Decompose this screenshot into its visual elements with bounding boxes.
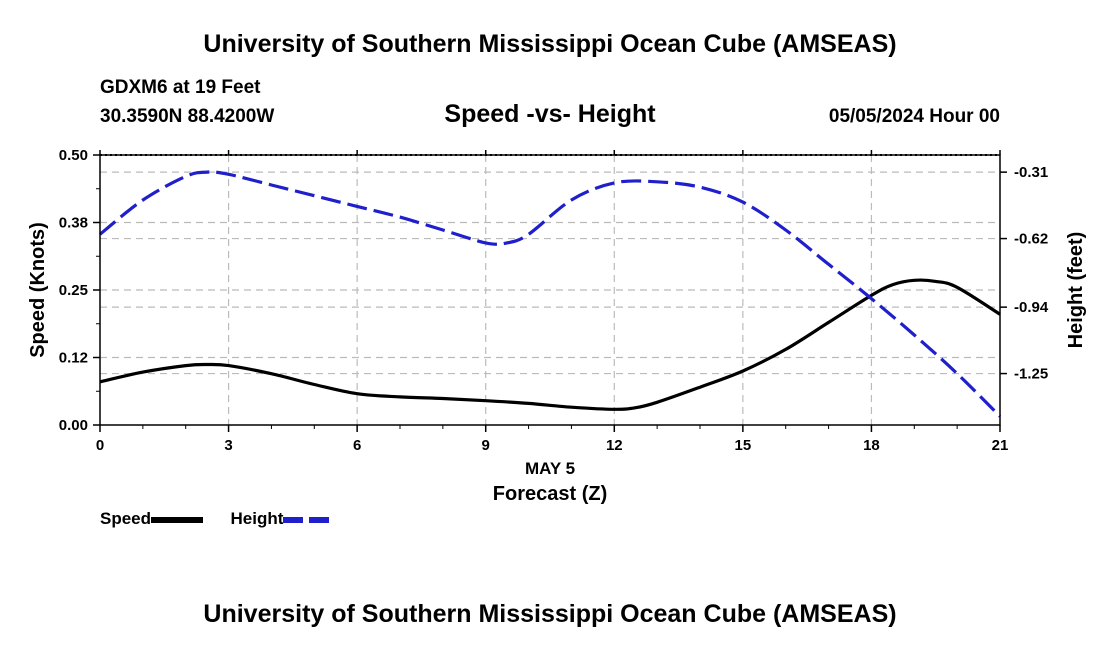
plot-title: Speed -vs- Height	[444, 100, 656, 128]
legend-speed-label: Speed	[100, 509, 152, 528]
chart-main-title: University of Southern Mississippi Ocean…	[203, 30, 897, 58]
x-tick-label: 0	[96, 437, 104, 454]
forecast-datetime: 05/05/2024 Hour 00	[828, 106, 1000, 127]
x-tick-label: 12	[606, 437, 623, 454]
footer-title: University of Southern Mississippi Ocean…	[203, 600, 897, 628]
x-axis-label: Forecast (Z)	[493, 483, 607, 505]
y-tick-label: 0.38	[59, 215, 88, 232]
speed-height-chart: 0 3 6 9 12 15 18 21 0.00 0.12 0.25 0.38 0.50 -0.31 -0.…	[27, 147, 1087, 505]
x-tick-label: 15	[735, 437, 752, 454]
series-line-speed	[99, 278, 1001, 411]
x-tick-label: 3	[224, 437, 232, 454]
y2-axis-label: Height (feet)	[1065, 232, 1087, 349]
y-tick-label: 0.50	[59, 147, 88, 164]
legend-height-label: Height	[230, 509, 284, 528]
legend-speed-swatch	[151, 516, 204, 523]
y-tick-label: 0.25	[59, 282, 88, 299]
y-tick-label: 0.12	[59, 350, 88, 367]
grid-layer	[100, 155, 1000, 425]
x-tick-label: 21	[992, 437, 1009, 454]
chart-legend: Speed Height	[100, 509, 336, 529]
y2-tick-label: -0.94	[1014, 299, 1049, 316]
y2-tick-label: -1.25	[1014, 366, 1048, 383]
y-tick-label: 0.00	[59, 417, 88, 434]
y-axis-label: Speed (Knots)	[27, 222, 49, 358]
x-axis-date-label: MAY 5	[525, 459, 575, 478]
y2-tick-label: -0.31	[1014, 164, 1048, 181]
tick-layer: 0 3 6 9 12 15 18 21 0.00 0.12 0.25 0.38 0.50 -0.31 -0.…	[59, 147, 1049, 454]
legend-height-swatch	[283, 516, 336, 523]
x-tick-label: 18	[863, 437, 880, 454]
series-layer	[98, 170, 1002, 418]
station-coordinates: 30.3590N 88.4200W	[100, 106, 275, 127]
station-label: GDXM6 at 19 Feet	[100, 77, 261, 98]
x-tick-label: 9	[482, 437, 490, 454]
y2-tick-label: -0.62	[1014, 231, 1048, 248]
x-tick-label: 6	[353, 437, 361, 454]
series-line-height	[98, 170, 1002, 418]
